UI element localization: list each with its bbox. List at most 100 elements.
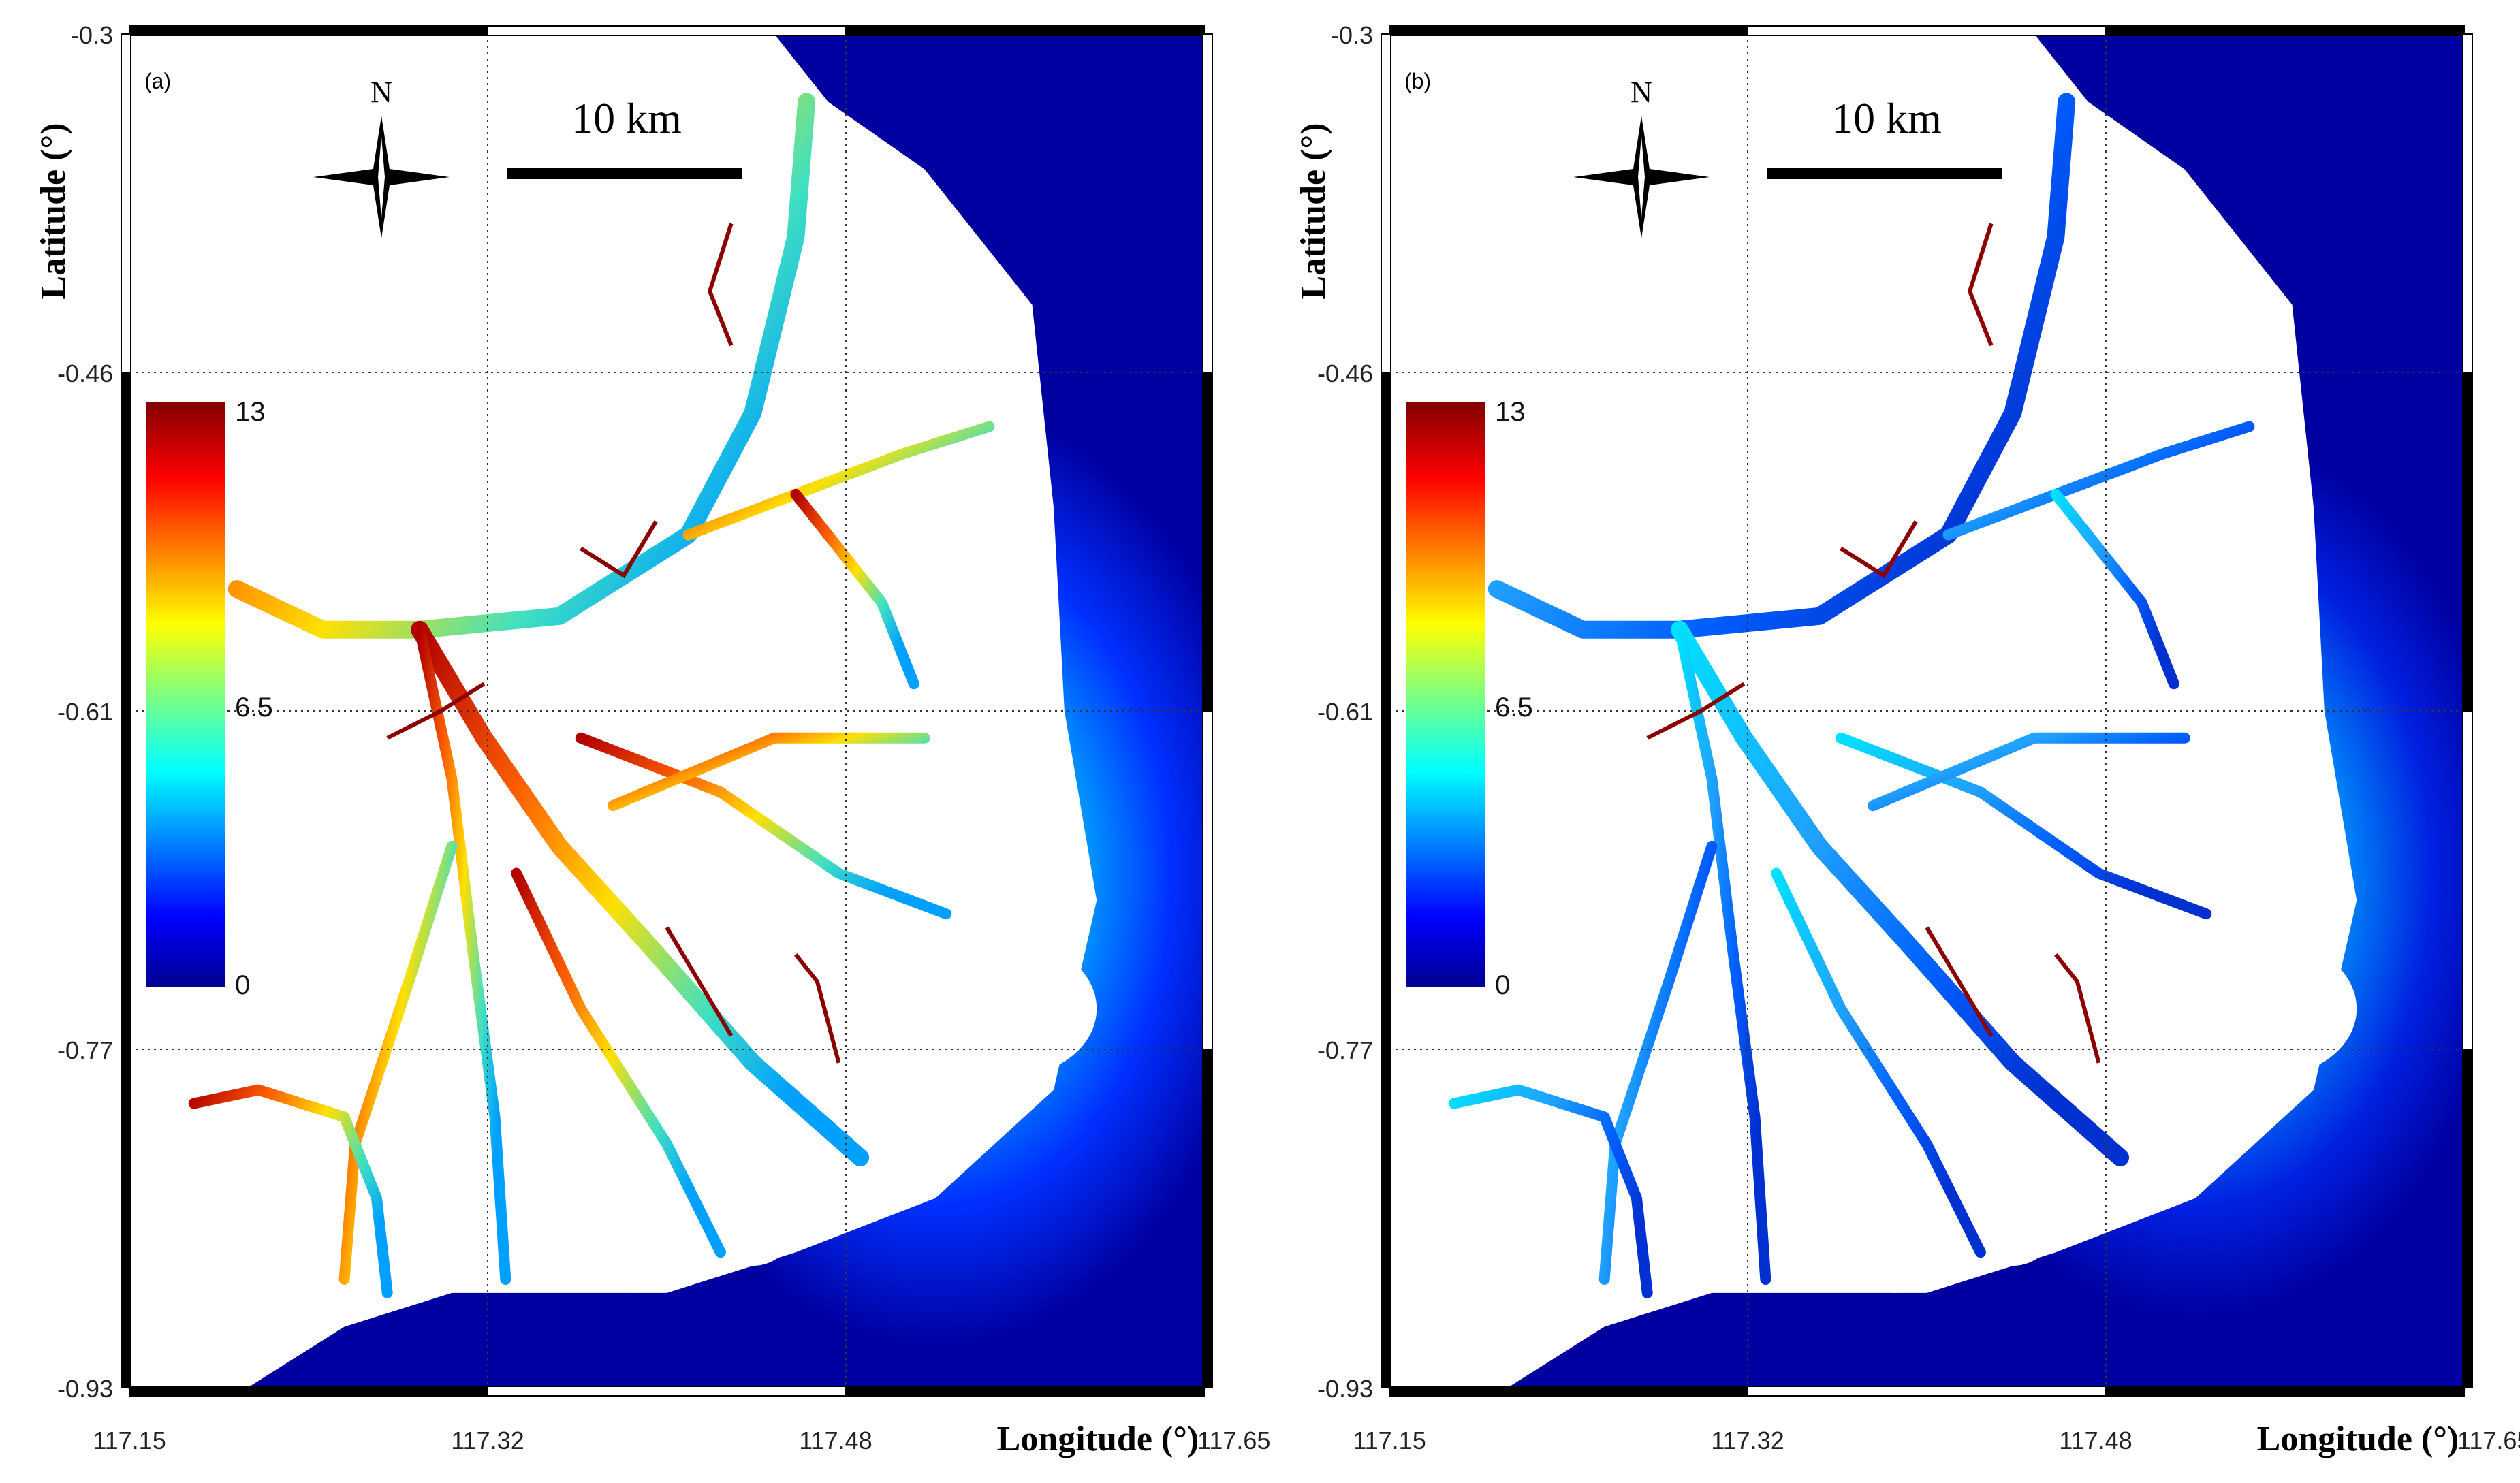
y-tick-label: -0.93	[57, 1375, 113, 1403]
frame-bar-left	[1381, 372, 1391, 712]
colorbar-min-label: 0	[235, 970, 250, 1000]
scale-bar-label: 10 km	[571, 94, 682, 142]
frame-bar-left	[121, 33, 131, 373]
tidal-creek	[386, 682, 486, 740]
colorbar-max-label: 13	[1495, 397, 1526, 427]
delta-island	[892, 399, 1043, 535]
scale-bar	[507, 168, 742, 179]
y-tick-label: -0.93	[1317, 1375, 1373, 1403]
y-axis-title: Latitude (°)	[1294, 123, 1333, 299]
frame-bar-bottom	[129, 1386, 488, 1397]
delta-island	[785, 237, 979, 372]
x-tick-label: 117.65	[1197, 1426, 1270, 1454]
delta-island	[870, 792, 1022, 901]
colorbar-mid-label: 6.5	[235, 692, 273, 722]
map-panel-a: (a) N 10 km 13 6.5 0 -0.3 -0.46 -0.61 -0.77 -0.93 1…	[34, 21, 1270, 1458]
colorbar-mid-label: 6.5	[1495, 692, 1533, 722]
x-axis-title: Longitude (°)	[2257, 1420, 2459, 1458]
frame-bar-left	[1381, 33, 1391, 373]
frame-bar-right	[1202, 33, 1213, 373]
tidal-creek	[1646, 682, 1746, 740]
ocean-area	[1507, 34, 2464, 1388]
ocean-area	[247, 34, 1205, 1388]
y-tick-label: -0.61	[57, 698, 113, 726]
frame-bar-bottom	[487, 1386, 847, 1397]
river-channel	[1771, 867, 1986, 1258]
panel-label: (a)	[144, 69, 171, 93]
frame-bar-left	[121, 372, 131, 712]
frame-bar-right	[1202, 710, 1213, 1050]
frame-bar-top	[1389, 25, 1748, 36]
frame-bar-left	[121, 1049, 131, 1388]
frame-bar-bottom	[845, 1386, 1205, 1397]
river-channel	[511, 867, 726, 1258]
frame-bar-left	[1381, 1049, 1391, 1388]
frame-bar-top	[129, 25, 488, 36]
river-channel	[1598, 840, 1718, 1285]
scale-bar	[1767, 168, 2002, 179]
river-channel	[608, 732, 930, 812]
frame-bar-right	[2462, 710, 2473, 1050]
river-channel	[1674, 624, 1771, 1285]
river-channel	[2050, 488, 2179, 690]
scale-bar-label: 10 km	[1831, 94, 1942, 142]
delta-island	[913, 616, 1043, 724]
y-tick-label: -0.3	[1331, 21, 1373, 49]
river-channel	[1868, 732, 2190, 812]
north-arrow-highlight	[378, 136, 385, 218]
frame-bar-bottom	[1747, 1386, 2107, 1397]
tidal-creek	[2054, 953, 2101, 1064]
frame-bar-right	[1202, 372, 1213, 712]
frame-bar-left	[121, 710, 131, 1050]
x-tick-label: 117.48	[799, 1426, 872, 1454]
river-channel	[682, 421, 995, 541]
frame-bar-top	[1747, 25, 2107, 36]
tidal-creek	[794, 953, 841, 1064]
delta-island	[1840, 1184, 1949, 1293]
x-tick-label: 117.15	[93, 1426, 166, 1454]
tidal-creek	[580, 520, 658, 579]
river-channel	[1448, 1084, 1653, 1298]
river-channel	[1671, 620, 2130, 1167]
frame-bar-right	[2462, 33, 2473, 373]
delta-island	[2152, 399, 2303, 535]
tidal-creek	[1925, 926, 1994, 1037]
panel-label: (b)	[1404, 69, 1431, 93]
frame-bar-top	[487, 25, 847, 36]
y-axis-title: Latitude (°)	[34, 123, 73, 299]
y-tick-label: -0.46	[1317, 360, 1373, 387]
delta-island	[2045, 237, 2239, 372]
north-label: N	[1631, 76, 1652, 109]
colorbar	[146, 402, 225, 987]
river-channel	[188, 1084, 393, 1298]
river-channel	[414, 624, 511, 1285]
x-tick-label: 117.32	[451, 1426, 524, 1454]
north-arrow-highlight	[1638, 136, 1645, 218]
x-tick-label: 117.65	[2457, 1426, 2520, 1454]
river-channel	[338, 840, 458, 1285]
x-tick-label: 117.48	[2059, 1426, 2132, 1454]
colorbar-min-label: 0	[1495, 970, 1510, 1000]
delta-island	[580, 1184, 689, 1293]
river-channel	[1942, 421, 2255, 541]
delta-island	[2130, 792, 2282, 901]
y-tick-label: -0.3	[71, 21, 113, 49]
frame-bar-right	[2462, 1049, 2473, 1388]
map-panel-b: (b) N 10 km 13 6.5 0 -0.3 -0.46 -0.61 -0.77 -0.93 1…	[1294, 21, 2520, 1458]
tidal-creek	[1840, 520, 1918, 579]
river-channel	[575, 732, 952, 920]
tidal-creek	[665, 926, 734, 1037]
tidal-creek	[1967, 223, 1994, 347]
frame-bar-bottom	[2105, 1386, 2465, 1397]
delta-island	[2184, 940, 2357, 1077]
y-tick-label: -0.77	[1317, 1036, 1373, 1064]
river-channel	[411, 620, 870, 1167]
tidal-creek	[707, 223, 734, 347]
y-tick-label: -0.61	[1317, 698, 1373, 726]
y-tick-label: -0.77	[57, 1036, 113, 1064]
panels-layer: (a) N 10 km 13 6.5 0 -0.3 -0.46 -0.61 -0.77 -0.93 1…	[34, 21, 2520, 1458]
colorbar	[1406, 402, 1485, 987]
frame-bar-right	[1202, 1049, 1213, 1388]
x-axis-title: Longitude (°)	[997, 1420, 1199, 1458]
